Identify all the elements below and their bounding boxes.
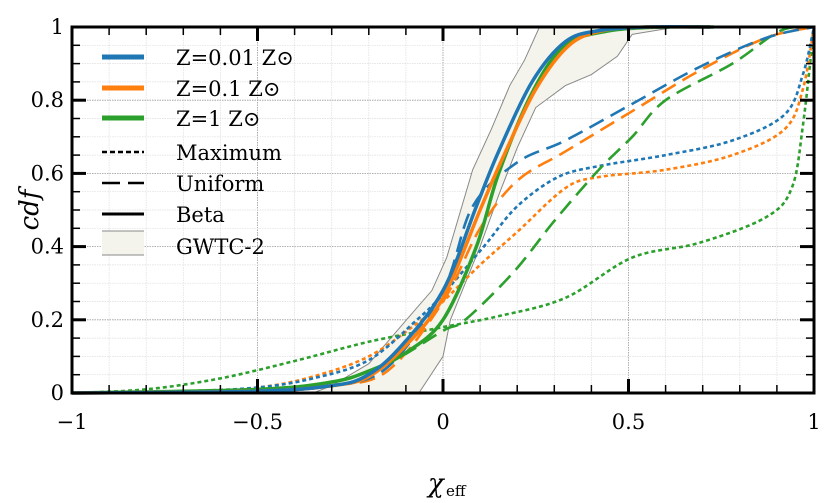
series-lines: [71, 24, 816, 395]
plot-frame: [70, 25, 816, 395]
y-axis-label: cdf: [15, 185, 45, 230]
y-tick-label: 0.8: [31, 88, 64, 112]
legend-swatch-band: [102, 231, 144, 255]
legend-label: Z=0.1 Z⊙: [176, 77, 280, 101]
gwtc2-band: [312, 26, 677, 394]
axes-frame: [70, 25, 816, 395]
x-tick-label: 0: [436, 410, 449, 434]
y-tick-label: 1: [51, 15, 64, 39]
band-lower-edge: [418, 26, 677, 394]
band-upper-edge: [312, 26, 677, 394]
tick-labels: −1 −0.5 0 0.5 1 0 0.2 0.4 0.6 0.8 1: [31, 15, 821, 434]
legend-label: Uniform: [176, 172, 264, 196]
series-beta-Z001: [71, 24, 711, 395]
legend-label: GWTC-2: [176, 235, 265, 259]
series-maximum-Z1: [71, 26, 816, 395]
y-tick-label: 0.2: [31, 308, 64, 332]
series-maximum-Z001: [71, 26, 816, 395]
x-axis-label: χ: [426, 469, 446, 498]
y-tick-label: 0: [51, 381, 64, 405]
legend-label: Z=1 Z⊙: [176, 107, 260, 131]
x-tick-label: 0.5: [612, 410, 645, 434]
x-tick-label: −1: [57, 410, 88, 434]
legend-label: Beta: [176, 203, 225, 227]
legend-label: Z=0.01 Z⊙: [176, 46, 294, 70]
legend: Z=0.01 Z⊙ Z=0.1 Z⊙ Z=1 Z⊙ Maximum Uniform Bet…: [102, 46, 294, 259]
y-tick-label: 0.4: [31, 235, 64, 259]
x-tick-label: 1: [807, 410, 820, 434]
x-tick-label: −0.5: [232, 410, 283, 434]
x-axis-label-subscript: eff: [446, 482, 467, 498]
legend-label: Maximum: [176, 141, 282, 165]
y-tick-label: 0.6: [31, 161, 64, 185]
